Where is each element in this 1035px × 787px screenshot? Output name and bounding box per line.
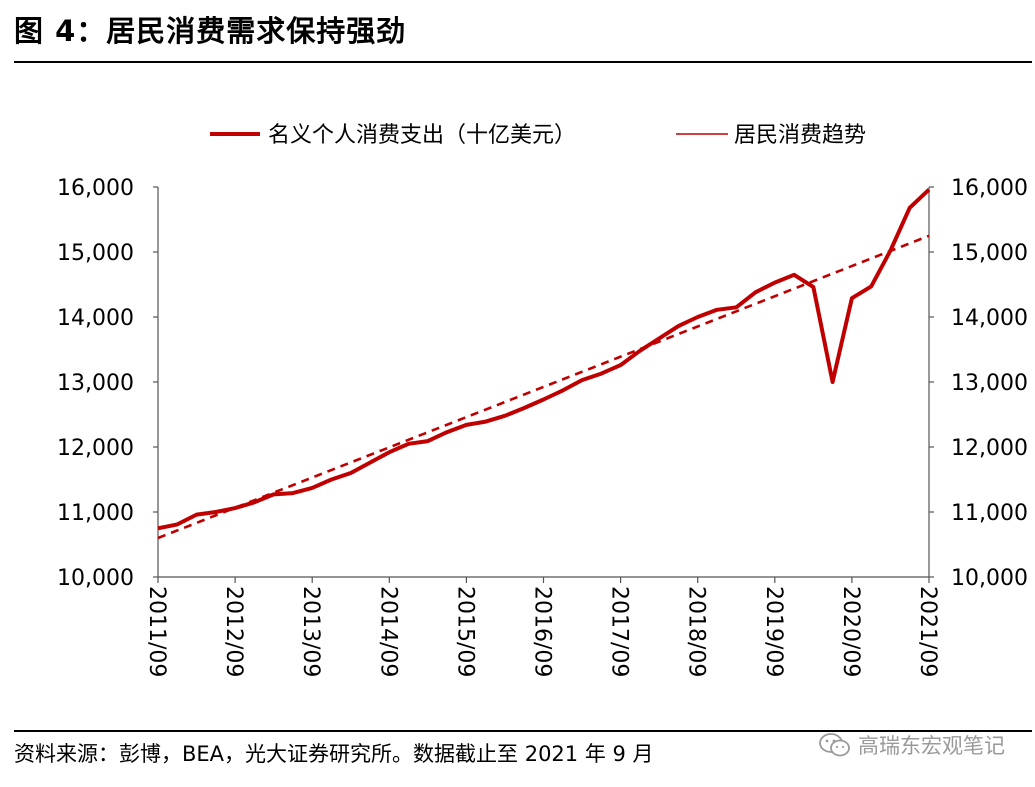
- watermark: 高瑞东宏观笔记: [818, 730, 1005, 760]
- series-layer: [157, 188, 931, 540]
- y-tick-label-right: 13,000: [951, 371, 1028, 396]
- x-tick-label: 2017/09: [607, 586, 632, 677]
- top-rule: [14, 61, 1032, 63]
- legend-label-trend: 居民消费趋势: [734, 123, 866, 148]
- x-tick-label: 2018/09: [684, 586, 709, 677]
- legend: 名义个人消费支出（十亿美元） 居民消费趋势: [210, 123, 866, 148]
- y-tick-label-left: 15,000: [57, 241, 134, 266]
- x-tick-label: 2014/09: [375, 586, 400, 677]
- wechat-icon: [819, 733, 850, 757]
- bottom-rule: [14, 730, 1032, 732]
- x-tick-label: 2015/09: [452, 586, 477, 677]
- axes: 10,000 10,000 11,000 11,000 12,000 12,000 13,0…: [57, 176, 1028, 677]
- y-tick-label-left: 16,000: [57, 176, 134, 201]
- y-tick-label-right: 12,000: [951, 436, 1028, 461]
- legend-label-pce: 名义个人消费支出（十亿美元）: [268, 123, 576, 148]
- x-tick-label: 2021/09: [915, 586, 940, 677]
- x-tick-label: 2011/09: [144, 586, 169, 677]
- y-tick-label-left: 12,000: [57, 436, 134, 461]
- y-tick-label-right: 10,000: [951, 566, 1028, 591]
- x-tick-label: 2012/09: [221, 586, 246, 677]
- x-tick-label: 2020/09: [838, 586, 863, 677]
- y-tick-label-left: 11,000: [57, 501, 134, 526]
- series-line-trend: [157, 234, 930, 540]
- series-line-pce: [157, 188, 931, 531]
- y-tick-label-right: 11,000: [951, 501, 1028, 526]
- y-tick-label-left: 13,000: [57, 371, 134, 396]
- watermark-text: 高瑞东宏观笔记: [858, 734, 1005, 758]
- y-tick-label-left: 14,000: [57, 306, 134, 331]
- source-note: 资料来源：彭博，BEA，光大证券研究所。数据截止至 2021 年 9 月: [14, 742, 654, 766]
- y-tick-label-right: 15,000: [951, 241, 1028, 266]
- y-tick-label-right: 14,000: [951, 306, 1028, 331]
- x-tick-label: 2016/09: [530, 586, 555, 677]
- x-tick-label: 2019/09: [761, 586, 786, 677]
- y-tick-label-right: 16,000: [951, 176, 1028, 201]
- x-tick-label: 2013/09: [298, 586, 323, 677]
- y-tick-label-left: 10,000: [57, 566, 134, 591]
- figure-title: 图 4：居民消费需求保持强劲: [14, 14, 407, 48]
